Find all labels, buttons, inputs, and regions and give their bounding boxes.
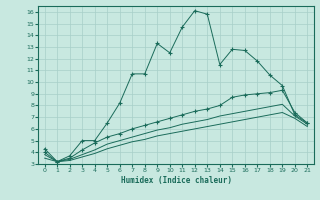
X-axis label: Humidex (Indice chaleur): Humidex (Indice chaleur)	[121, 176, 231, 185]
